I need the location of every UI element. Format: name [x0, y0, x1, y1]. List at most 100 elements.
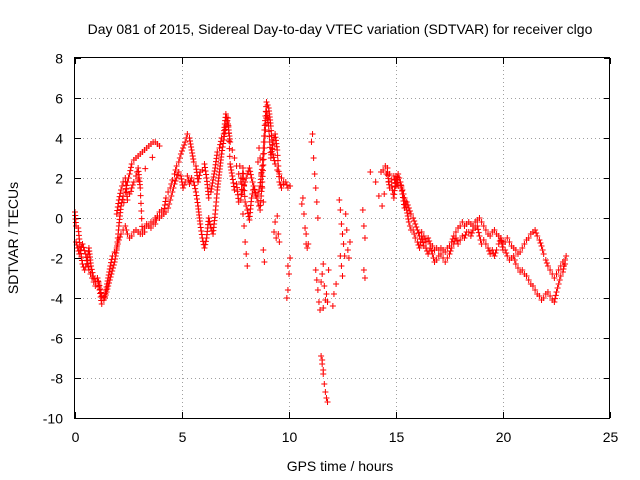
data-point [115, 197, 122, 203]
data-point [256, 203, 263, 209]
data-point [156, 143, 163, 149]
data-point [237, 175, 244, 181]
y-tick-label: 4 [55, 131, 63, 147]
data-point [384, 165, 391, 171]
data-point [201, 161, 208, 167]
data-point [205, 195, 212, 201]
data-point [226, 145, 233, 152]
data-point [533, 230, 540, 236]
data-point [203, 171, 210, 178]
data-point [557, 263, 564, 269]
data-point [74, 245, 81, 251]
data-point [329, 303, 336, 309]
data-point [235, 171, 242, 177]
data-point [274, 213, 281, 219]
data-point [491, 253, 498, 259]
data-point [202, 241, 209, 248]
data-point [340, 241, 347, 247]
data-point [385, 179, 392, 185]
y-tick-label: -2 [51, 251, 64, 267]
data-point [553, 289, 560, 295]
data-point [171, 171, 178, 177]
data-point [361, 235, 368, 241]
data-point [261, 259, 268, 265]
data-point [287, 255, 294, 261]
data-point [525, 235, 532, 241]
x-tick-label: 20 [496, 429, 512, 445]
x-tick-label: 10 [282, 429, 298, 445]
data-point [222, 111, 229, 117]
data-point [406, 223, 413, 229]
data-point [182, 139, 189, 145]
data-point [554, 285, 561, 291]
data-point [418, 229, 425, 235]
data-point [379, 203, 386, 209]
data-point [553, 271, 560, 277]
data-point [283, 295, 290, 301]
data-point [343, 227, 350, 233]
data-point [429, 251, 436, 257]
data-point [534, 233, 541, 239]
data-point [102, 292, 109, 298]
data-point [179, 148, 185, 154]
data-point [319, 357, 326, 363]
data-point [238, 191, 245, 198]
data-point [242, 239, 249, 245]
data-point [298, 201, 305, 207]
data-point [444, 255, 451, 261]
data-point [210, 177, 217, 183]
data-point [552, 295, 559, 302]
data-point [273, 235, 280, 241]
data-point [188, 147, 195, 153]
data-point [506, 239, 513, 245]
data-point [130, 179, 137, 185]
data-point [118, 187, 125, 193]
data-point [552, 292, 559, 299]
data-point [320, 261, 327, 267]
data-point [519, 245, 526, 251]
data-point [88, 263, 95, 269]
data-point [284, 263, 291, 269]
data-point [413, 224, 420, 230]
plot-frame [74, 57, 610, 419]
data-point [82, 251, 89, 257]
data-point [491, 227, 498, 233]
data-point [127, 188, 134, 195]
data-point [412, 221, 419, 227]
data-point [422, 239, 429, 245]
data-point [244, 207, 251, 213]
y-axis-tick-labels: 8 6 4 2 0 -2 -4 -6 -8 -10 [43, 51, 63, 427]
data-point [275, 231, 282, 237]
data-point [191, 182, 198, 189]
data-point [103, 289, 110, 295]
data-point [168, 193, 175, 199]
data-point [562, 257, 569, 263]
data-point [547, 293, 554, 299]
data-point [196, 172, 203, 179]
data-point [172, 167, 179, 173]
data-point [238, 191, 245, 197]
data-point [81, 247, 88, 254]
data-point [453, 238, 460, 244]
data-point [249, 179, 256, 185]
data-point [560, 266, 567, 272]
data-point [323, 291, 330, 297]
data-point [446, 251, 453, 257]
data-point [184, 173, 191, 179]
data-point [189, 153, 196, 159]
data-point [276, 239, 283, 245]
data-point [227, 139, 234, 145]
data-point [114, 204, 121, 210]
y-tick-label: -10 [43, 411, 63, 427]
data-point [246, 165, 253, 171]
data-point [462, 232, 469, 238]
data-point [202, 238, 209, 245]
data-point [258, 171, 265, 177]
data-point [486, 248, 493, 254]
data-point [372, 179, 379, 185]
data-point [470, 223, 477, 229]
data-point [398, 188, 405, 194]
data-point [228, 170, 235, 176]
data-point [251, 186, 258, 193]
data-point [482, 227, 489, 233]
